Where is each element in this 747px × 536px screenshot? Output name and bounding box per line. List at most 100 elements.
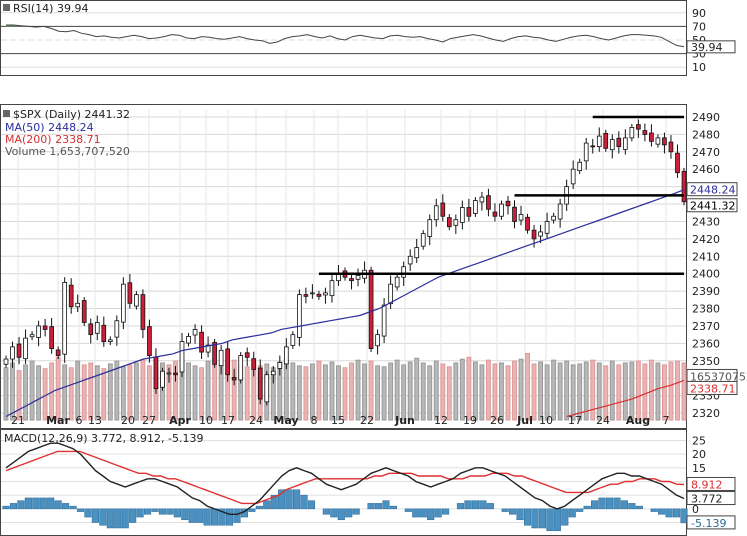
candle-body bbox=[257, 367, 263, 400]
volume-bar bbox=[173, 360, 178, 421]
candle-body bbox=[81, 300, 87, 323]
candle-body bbox=[590, 145, 596, 148]
volume-bar bbox=[675, 360, 680, 421]
candle bbox=[212, 338, 217, 368]
candle-body bbox=[433, 205, 439, 221]
macd-histogram-bar bbox=[54, 500, 62, 510]
macd-histogram-bar bbox=[561, 508, 569, 526]
candle-body bbox=[655, 137, 661, 145]
x-tick-label: Apr bbox=[169, 414, 191, 427]
price-tick-label: 2420 bbox=[692, 233, 720, 246]
candle-body bbox=[486, 195, 491, 210]
x-tick-label: 21 bbox=[11, 414, 25, 427]
ma200-badge-text: 2338.71 bbox=[690, 382, 736, 395]
x-tick-label: 27 bbox=[142, 414, 156, 427]
candle bbox=[310, 284, 315, 299]
candle-body bbox=[662, 137, 667, 146]
ma200-legend: MA(200) 2338.71 bbox=[5, 133, 101, 146]
candle bbox=[147, 319, 152, 363]
x-tick-label: 8 bbox=[311, 414, 318, 427]
price-tick-label: 2400 bbox=[692, 268, 720, 281]
x-tick-label: 26 bbox=[490, 414, 504, 427]
candle bbox=[75, 294, 81, 313]
volume-bar bbox=[642, 363, 648, 421]
candle bbox=[479, 191, 485, 211]
candle bbox=[55, 346, 61, 360]
candle-body bbox=[622, 137, 628, 150]
candle bbox=[231, 368, 237, 386]
candle-body bbox=[147, 326, 152, 356]
ma50-badge-text: 2448.24 bbox=[690, 184, 736, 197]
x-tick-label: 17 bbox=[221, 414, 235, 427]
candle bbox=[160, 367, 165, 391]
macd-histogram-bar bbox=[538, 508, 547, 529]
volume-bar bbox=[459, 358, 465, 421]
x-tick-label: 17 bbox=[568, 414, 582, 427]
macd-histogram-bar bbox=[300, 494, 308, 510]
candle-body bbox=[173, 372, 178, 376]
candle bbox=[323, 287, 328, 304]
candle-body bbox=[140, 294, 146, 330]
square-marker-icon bbox=[3, 110, 10, 117]
candle bbox=[283, 338, 289, 370]
price-tick-label: 2320 bbox=[692, 407, 720, 420]
candle bbox=[662, 132, 667, 154]
candle bbox=[629, 123, 635, 142]
candle bbox=[512, 200, 517, 229]
candle-body bbox=[414, 247, 420, 259]
macd-histogram-bar bbox=[47, 497, 55, 510]
volume-bar bbox=[655, 362, 661, 421]
candle bbox=[590, 138, 596, 154]
macd-histogram-bar bbox=[389, 505, 397, 510]
volume-bar bbox=[309, 363, 315, 421]
macd-histogram-bar bbox=[307, 500, 316, 510]
macd-tick-label: 20 bbox=[692, 448, 706, 461]
candle bbox=[420, 230, 426, 250]
volume-bar bbox=[635, 360, 641, 421]
macd-histogram-bar bbox=[427, 508, 435, 521]
candle-body bbox=[62, 282, 68, 355]
candle bbox=[668, 135, 674, 159]
candle-body bbox=[616, 137, 622, 147]
candle-body bbox=[68, 284, 74, 308]
candle bbox=[505, 196, 511, 215]
price-tick-label: 2490 bbox=[692, 111, 720, 124]
x-tick-label: Aug bbox=[626, 414, 650, 427]
candle bbox=[473, 197, 478, 217]
volume-bar bbox=[199, 367, 205, 421]
macd-histogram-bar bbox=[151, 508, 159, 512]
last-price-badge bbox=[686, 198, 738, 213]
volume-badge-text: 1653707520 bbox=[690, 370, 747, 383]
candle-body bbox=[466, 207, 472, 217]
candle-body bbox=[277, 362, 283, 369]
ma200-line bbox=[566, 379, 685, 418]
volume-bar bbox=[440, 363, 446, 421]
x-tick-label: 10 bbox=[199, 414, 213, 427]
price-tick-label: 2430 bbox=[692, 215, 720, 228]
volume-bar bbox=[186, 362, 191, 421]
volume-bar bbox=[557, 362, 563, 421]
price-tick-label: 2390 bbox=[692, 285, 720, 298]
volume-bar bbox=[622, 362, 628, 421]
volume-bar bbox=[303, 366, 309, 421]
volume-bar bbox=[668, 361, 674, 421]
candle-body bbox=[114, 320, 120, 338]
candle bbox=[453, 214, 459, 234]
macd-histogram-bar bbox=[203, 508, 211, 526]
candle bbox=[88, 318, 94, 344]
candle bbox=[244, 347, 250, 367]
candle bbox=[290, 331, 296, 349]
volume-bar bbox=[394, 359, 400, 421]
candle-body bbox=[264, 374, 270, 403]
candle-body bbox=[636, 124, 641, 130]
candle bbox=[603, 129, 609, 152]
x-tick-label: 7 bbox=[663, 414, 670, 427]
rsi-line bbox=[6, 24, 685, 48]
macd-histogram-bar bbox=[367, 503, 375, 510]
volume-bar bbox=[401, 364, 407, 421]
macd-histogram-bar bbox=[173, 508, 181, 518]
candle bbox=[349, 273, 354, 290]
candle-body bbox=[225, 348, 230, 376]
candle-body bbox=[270, 370, 276, 376]
volume-bar bbox=[603, 365, 609, 421]
